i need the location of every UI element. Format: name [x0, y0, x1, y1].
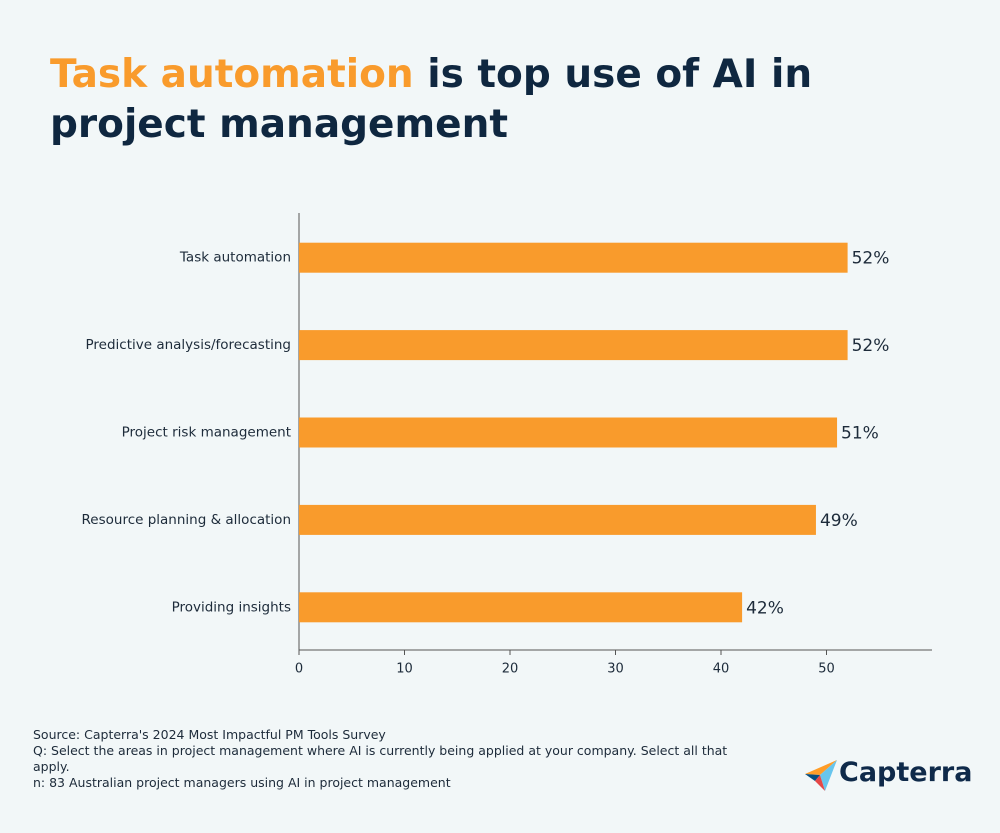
x-tick-label: 10	[396, 662, 413, 677]
bar	[299, 504, 816, 535]
logo-icon	[805, 760, 837, 791]
y-tick-label: Predictive analysis/forecasting	[85, 337, 291, 353]
logo-text: Capterra	[839, 757, 973, 788]
value-label: 52%	[852, 336, 890, 356]
source: Source: Capterra's 2024 Most Impactful P…	[33, 727, 386, 742]
value-label: 51%	[841, 424, 879, 444]
x-tick-label: 20	[502, 662, 519, 677]
chart-title: Task automation is top use of AI in proj…	[50, 50, 950, 150]
y-tick-label: Project risk management	[122, 425, 291, 441]
sample: n: 83 Australian project managers using …	[33, 775, 451, 790]
logo: Capterra	[805, 757, 972, 793]
title-highlight: Task automation	[50, 52, 414, 97]
question: Q: Select the areas in project managemen…	[33, 743, 728, 774]
x-tick-label: 0	[295, 662, 303, 677]
bar	[299, 330, 848, 361]
y-tick-label: Task automation	[179, 250, 291, 266]
bar	[299, 417, 838, 448]
x-tick-label: 40	[713, 662, 730, 677]
value-label: 52%	[852, 249, 890, 269]
x-tick-label: 50	[818, 662, 835, 677]
value-label: 49%	[820, 511, 858, 531]
x-tick-label: 30	[607, 662, 624, 677]
y-tick-label: Providing insights	[172, 599, 291, 615]
title-rest: is top use of AI in project management	[50, 52, 813, 147]
footer: Source: Capterra's 2024 Most Impactful P…	[33, 727, 733, 791]
y-tick-label: Resource planning & allocation	[82, 512, 291, 528]
bar	[299, 242, 848, 273]
bar	[299, 592, 743, 623]
value-label: 42%	[746, 598, 784, 618]
